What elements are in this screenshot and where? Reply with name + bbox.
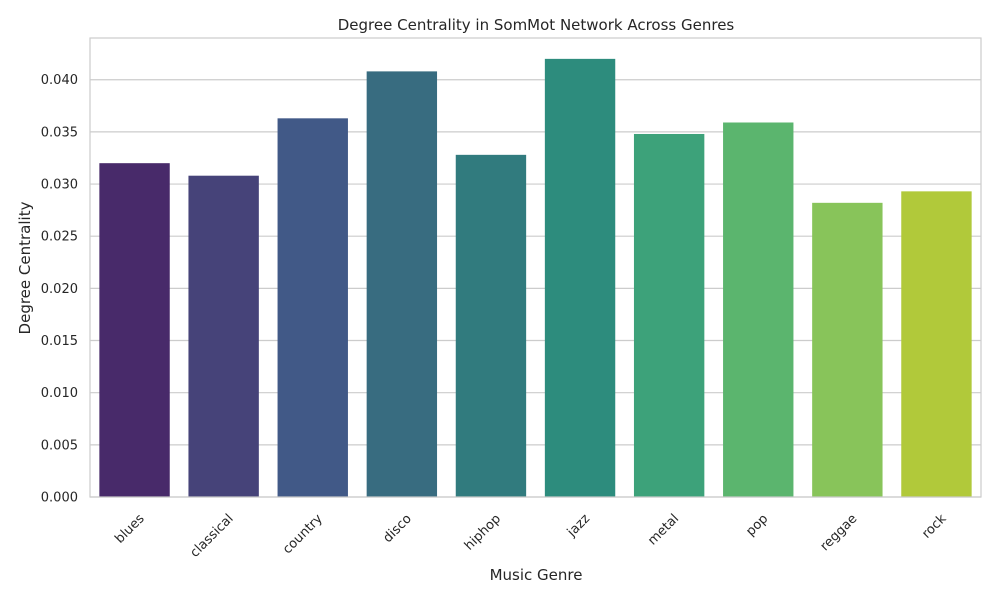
bar-jazz	[544, 58, 616, 497]
bar-metal	[633, 133, 705, 498]
bar-pop	[723, 122, 794, 497]
y-tick-label: 0.030	[41, 178, 78, 193]
x-tick-label-country: country	[280, 511, 326, 557]
x-tick-labels: blues classical country disco hiphop jazz meta…	[112, 511, 949, 561]
y-tick-labels: 0.000 0.005 0.010 0.015 0.020 0.025 0.030 0.035…	[41, 73, 78, 505]
y-tick-label: 0.025	[41, 230, 78, 245]
x-tick-label-blues: blues	[112, 511, 147, 546]
x-axis-label: Music Genre	[490, 566, 583, 584]
bar-hiphop	[455, 154, 527, 497]
x-tick-label-pop: pop	[743, 511, 771, 539]
y-tick-label: 0.005	[41, 438, 78, 453]
x-tick-label-hiphop: hiphop	[462, 511, 504, 553]
x-tick-label-rock: rock	[919, 511, 950, 542]
x-tick-label-jazz: jazz	[564, 511, 593, 540]
y-tick-label: 0.035	[41, 125, 78, 140]
bar-rock	[901, 191, 972, 498]
bar-country	[277, 118, 348, 497]
x-tick-label-disco: disco	[380, 511, 414, 545]
bar-blues	[99, 163, 170, 497]
plot-frame	[89, 37, 982, 498]
y-tick-label: 0.010	[41, 386, 78, 401]
chart-title: Degree Centrality in SomMot Network Acro…	[338, 16, 735, 34]
y-tick-label: 0.015	[41, 334, 78, 349]
x-tick-label-classical: classical	[187, 511, 236, 560]
y-axis-label: Degree Centrality	[16, 201, 34, 334]
x-tick-label-reggae: reggae	[818, 511, 861, 554]
bar-disco	[366, 71, 438, 497]
bar-classical	[188, 175, 259, 497]
y-tick-label: 0.020	[41, 282, 78, 297]
bar-layer	[99, 58, 972, 498]
y-tick-label: 0.040	[41, 73, 78, 88]
x-tick-label-metal: metal	[645, 511, 682, 548]
y-tick-label: 0.000	[41, 491, 78, 506]
bar-reggae	[812, 202, 883, 497]
